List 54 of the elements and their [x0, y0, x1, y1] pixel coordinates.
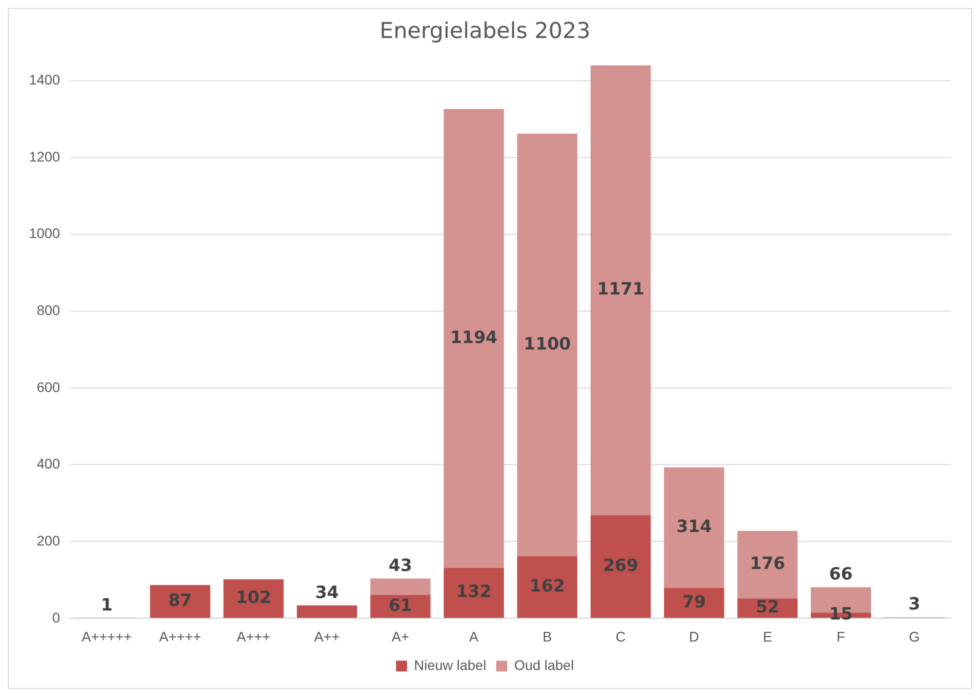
- data-label: 102: [236, 586, 272, 607]
- data-label: 1194: [450, 326, 498, 347]
- data-label: 66: [829, 564, 853, 584]
- bar: [590, 65, 651, 516]
- data-label: 1100: [524, 333, 571, 354]
- data-label: 61: [388, 594, 412, 615]
- data-label: 3: [908, 594, 920, 614]
- y-tick-label: 800: [36, 302, 60, 318]
- x-tick-label: A: [469, 628, 480, 645]
- y-tick-label: 1400: [28, 71, 60, 88]
- bar: [444, 568, 504, 618]
- data-label: 176: [750, 553, 786, 574]
- data-label: 269: [602, 554, 638, 575]
- bar: [370, 578, 431, 595]
- x-tick-label: B: [542, 628, 552, 645]
- x-tick-label: D: [689, 628, 700, 645]
- data-label: 132: [456, 581, 492, 602]
- y-tick-label: 200: [36, 532, 60, 548]
- bar: [444, 109, 504, 568]
- data-label: 162: [530, 575, 565, 596]
- data-label: 1171: [597, 278, 644, 299]
- y-tick-label: 400: [36, 456, 60, 472]
- bar: [296, 605, 358, 618]
- x-tick-label: C: [616, 628, 626, 645]
- bar: [737, 530, 798, 598]
- data-label: 314: [676, 516, 712, 536]
- x-tick-label: A+++++: [82, 628, 132, 645]
- legend-label: Oud label: [514, 656, 574, 673]
- x-tick-label: A++++: [159, 628, 202, 645]
- x-tick-label: A+++: [236, 628, 270, 645]
- chart-title: Energielabels 2023: [380, 18, 590, 44]
- x-tick-label: F: [836, 628, 846, 645]
- bar: [150, 584, 210, 618]
- bar: [664, 588, 724, 618]
- bar: [517, 134, 578, 556]
- data-label: 79: [682, 591, 706, 612]
- x-tick-label: A+: [392, 628, 410, 645]
- y-tick-label: 600: [36, 378, 60, 395]
- legend-label: Nieuw label: [414, 656, 486, 673]
- bar: [590, 515, 651, 618]
- x-tick-label: G: [908, 628, 920, 645]
- data-label: 34: [315, 582, 339, 602]
- bar: [223, 579, 284, 618]
- y-tick-label: 1000: [28, 225, 60, 242]
- bar: [664, 467, 724, 588]
- x-tick-label: E: [762, 628, 772, 645]
- bar: [517, 556, 578, 618]
- y-tick-label: 1200: [28, 148, 60, 164]
- data-label: 87: [168, 590, 192, 610]
- data-label: 52: [756, 596, 780, 617]
- y-tick-label: 0: [52, 609, 60, 626]
- data-label: 43: [388, 554, 412, 575]
- x-tick-label: A++: [314, 628, 340, 645]
- data-label: 1: [100, 594, 113, 614]
